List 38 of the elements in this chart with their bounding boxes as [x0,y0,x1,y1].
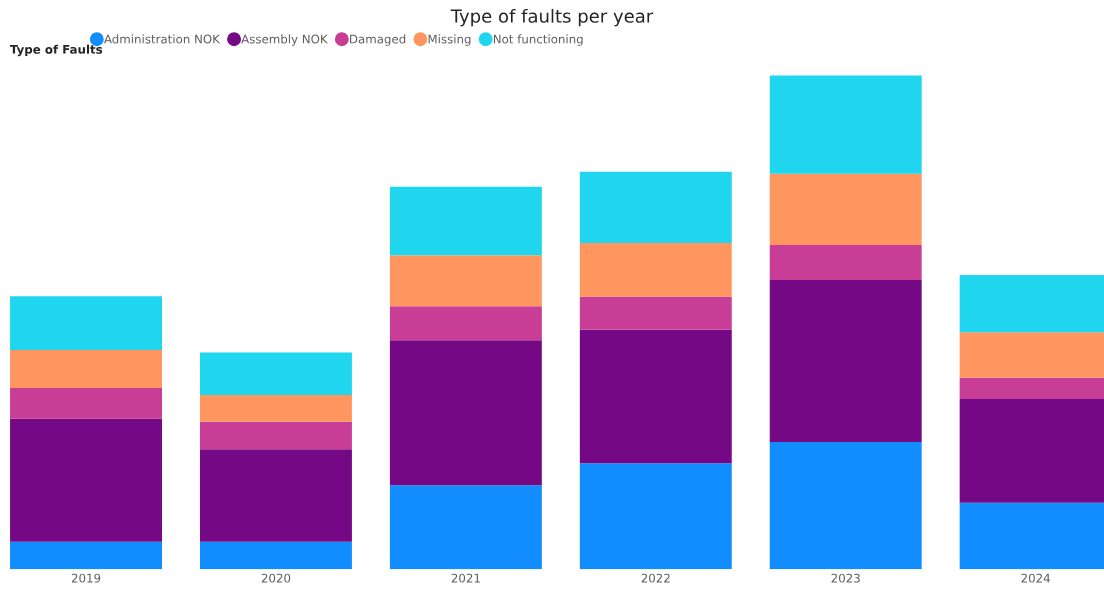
bar [579,242,732,297]
x-tick-label: 2021 [451,573,480,583]
legend-label: Damaged [350,34,406,46]
bar [769,279,922,442]
bar [389,186,542,256]
bar [769,441,922,570]
bar [10,296,162,351]
bar [199,395,352,422]
legend-label: Administration NOK [103,34,221,44]
bar [199,421,352,450]
bar [769,244,922,280]
bar [199,541,352,570]
x-tick-label: 2023 [831,573,860,583]
legend-title: Type of Faults [9,44,103,57]
x-tick-label: 2022 [641,573,670,583]
bar [389,485,542,570]
bar [769,173,922,245]
bar [10,418,162,542]
legend-label: Missing [428,34,471,46]
x-tick-label: 2020 [261,573,291,583]
bar [199,449,352,542]
legend-label: Not functioning [493,34,583,46]
legend-label: Assembly NOK [241,34,328,46]
bar [579,171,732,243]
bar [199,352,352,396]
bar [769,75,922,174]
bar [10,388,162,419]
chart-title: Type of faults per year [450,8,654,27]
bar [389,306,542,341]
bar [579,463,732,570]
bar [389,255,542,307]
x-tick-label: 2024 [1021,573,1050,583]
x-tick-label: 2019 [71,573,101,583]
bar [10,350,162,389]
bar [389,340,542,486]
bar [579,296,732,330]
bar [10,541,162,570]
bar [579,329,732,464]
